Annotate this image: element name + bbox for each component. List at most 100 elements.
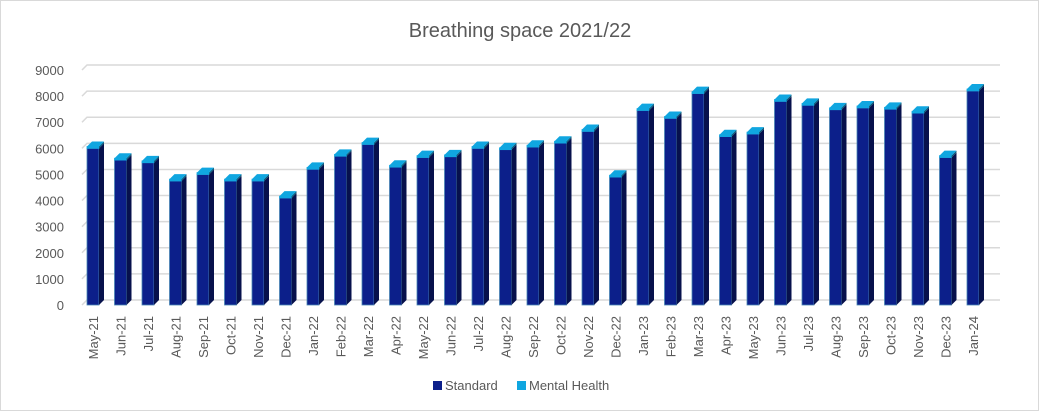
bar-top <box>307 162 324 168</box>
bar-mental-health-Aug-21 <box>169 174 187 182</box>
bar-standard-Oct-21 <box>224 175 242 306</box>
bar-top <box>719 129 737 135</box>
bar-front <box>939 157 952 306</box>
bar-front <box>581 129 595 132</box>
bar-front <box>224 178 237 182</box>
x-tick-label: Oct-23 <box>884 316 899 355</box>
x-tick-label: May-21 <box>86 316 101 359</box>
bar-standard-Jun-22 <box>444 151 462 306</box>
bar-front <box>114 157 127 161</box>
bar-standard-Dec-23 <box>939 152 957 306</box>
bar-front <box>389 164 402 168</box>
bar-mental-health-Jun-23 <box>774 94 792 102</box>
bar-standard-Aug-22 <box>499 144 517 306</box>
bar-top <box>967 84 984 90</box>
x-tick-label: Feb-22 <box>334 316 349 357</box>
bar-side <box>401 162 407 305</box>
bar-mental-health-Jul-22 <box>471 141 489 149</box>
bar-side <box>621 170 627 178</box>
bar-mental-health-Jan-22 <box>306 162 324 170</box>
bar-front <box>581 130 595 306</box>
bar-side <box>869 102 874 305</box>
bar-front <box>224 180 237 306</box>
bar-top <box>252 174 269 180</box>
bar-side <box>126 155 132 305</box>
bar-front <box>856 107 870 306</box>
bar-side <box>99 143 104 305</box>
bar-front <box>416 155 430 158</box>
x-axis: May-21 Jun-21 Jul-21 Aug-21 Sep-21 Oct-21 Nov-… <box>86 316 981 359</box>
bar-side <box>869 101 874 108</box>
bar-front <box>279 195 292 199</box>
x-tick-label: Apr-23 <box>719 316 734 355</box>
bar-front <box>196 172 210 175</box>
bar-front <box>416 157 430 306</box>
bar-front <box>114 159 127 306</box>
bar-front <box>774 100 787 306</box>
y-tick-label: 7000 <box>35 115 64 130</box>
bar-standard-Aug-21 <box>169 175 187 306</box>
bar-front <box>279 197 292 306</box>
bar-front <box>499 149 512 306</box>
bar-side <box>841 104 847 305</box>
x-tick-label: Jun-21 <box>114 316 129 356</box>
bar-front <box>801 103 815 106</box>
bar-top <box>389 160 407 166</box>
bar-front <box>499 147 512 151</box>
x-tick-label: Aug-23 <box>829 316 844 358</box>
bar-standard-Dec-22 <box>609 172 627 306</box>
bar-side <box>979 85 984 305</box>
bar-top <box>637 103 654 109</box>
bar-mental-health-Aug-23 <box>829 102 847 111</box>
bar-mental-health-May-23 <box>746 127 764 135</box>
bar-standard-May-23 <box>746 128 764 306</box>
bar-front <box>361 142 375 145</box>
bar-mental-health-Feb-23 <box>664 111 682 119</box>
x-tick-label: Oct-22 <box>554 316 569 355</box>
bar-top <box>142 155 159 161</box>
bar-front <box>691 91 705 94</box>
bar-side <box>319 162 324 170</box>
bar-standard-Jan-24 <box>966 85 984 306</box>
bar-front <box>719 134 732 137</box>
bar-side <box>264 174 269 181</box>
bar-side <box>484 141 489 149</box>
bar-front <box>471 147 485 306</box>
bar-side <box>924 108 929 305</box>
bar-side <box>126 153 132 161</box>
y-tick-label: 9000 <box>35 63 64 78</box>
bar-front <box>251 180 265 306</box>
bar-front <box>911 110 925 114</box>
bar-front <box>801 104 815 306</box>
bar-side <box>99 141 104 149</box>
bar-top <box>169 174 187 180</box>
x-tick-label: Mar-22 <box>361 316 376 357</box>
bar-side <box>786 96 792 305</box>
x-tick-label: May-22 <box>416 316 431 359</box>
bar-top <box>609 170 627 176</box>
bar-front <box>526 146 540 306</box>
bar-top <box>829 102 847 108</box>
x-tick-label: Sep-23 <box>856 316 871 358</box>
y-tick-label: 1000 <box>35 272 64 287</box>
bar-top <box>747 127 764 133</box>
bar-standard-May-21 <box>86 143 104 306</box>
bar-standard-Feb-22 <box>334 151 352 306</box>
bar-front <box>471 146 485 149</box>
bar-front <box>664 116 677 119</box>
bar-standard-Jan-23 <box>636 105 654 306</box>
bar-mental-health-Mar-23 <box>691 86 709 94</box>
bar-side <box>676 111 682 119</box>
bar-side <box>154 157 159 305</box>
bar-front <box>444 154 457 158</box>
bar-standard-Sep-22 <box>526 142 544 306</box>
bar-mental-health-Nov-23 <box>911 106 929 114</box>
x-tick-label: Dec-23 <box>939 316 954 358</box>
bar-top <box>857 101 874 107</box>
bar-mental-health-Mar-22 <box>361 137 379 145</box>
bar-front <box>636 108 650 111</box>
bar-front <box>334 155 347 306</box>
bar-side <box>704 86 709 94</box>
bar-side <box>566 136 572 144</box>
bar-standard-Jun-21 <box>114 155 132 306</box>
